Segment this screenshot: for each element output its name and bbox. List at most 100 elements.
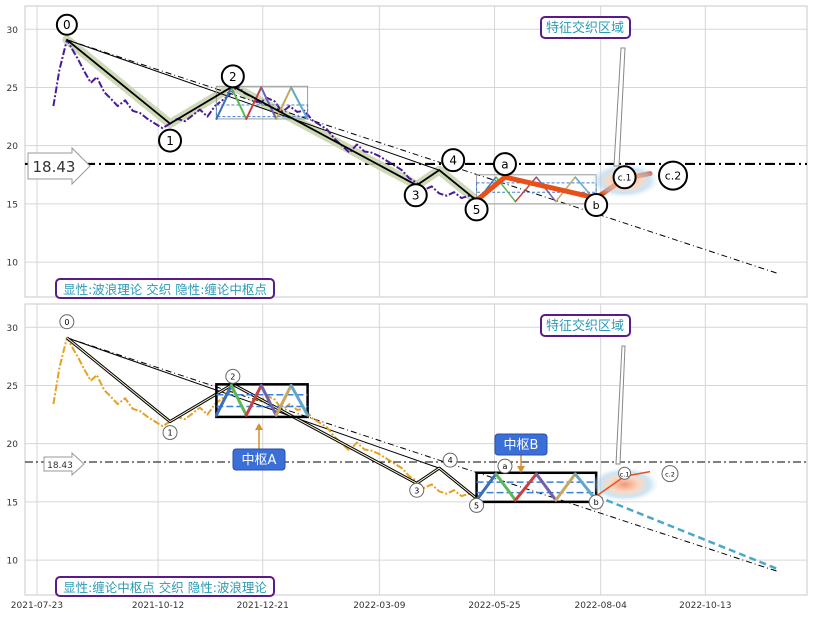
wave-point-label: 3 [412, 189, 420, 203]
wave-point-label: 4 [449, 154, 457, 168]
bottom-legend-box: 显性:缠论中枢点 交织 隐性:波浪理论 [55, 576, 275, 597]
wave-point-marker [497, 458, 513, 474]
y-tick-label: 20 [7, 142, 19, 152]
y-tick-label: 15 [7, 200, 18, 210]
pivot-a-pointer-head [255, 423, 263, 430]
wave-point-label: a [501, 158, 508, 172]
wave-point-marker [55, 13, 78, 36]
x-tick-label: 2021-10-12 [132, 601, 184, 611]
wave-point-label: c.2 [665, 170, 682, 183]
pivot-b-frame [494, 433, 548, 456]
trend-projection-line [66, 39, 779, 275]
wave-point-label: 0 [64, 318, 69, 327]
wave-point-label: c.1 [620, 470, 630, 478]
bottom-legend-text: 显性:缠论中枢点 交织 隐性:波浪理论 [63, 580, 267, 595]
pivot-b-text: 中枢B [504, 438, 539, 453]
pivot-zigzag-segment [494, 472, 517, 502]
wave-point-label: 5 [474, 501, 479, 510]
pivot-zigzag-segment [275, 86, 293, 120]
top-feature-label: 特征交织区域 [540, 16, 631, 39]
x-tick-label: 2022-08-04 [575, 601, 628, 611]
wave-point-marker [442, 452, 458, 468]
bottom-grid [25, 304, 807, 595]
pivot-box [215, 85, 309, 120]
pivot-zigzag-segment [214, 383, 233, 417]
pivot-zigzag-segment [230, 86, 248, 120]
top-legend-frame [55, 278, 275, 299]
pivot-zigzag-segment [229, 383, 248, 417]
bottom-feature-label: 特征交织区域 [540, 314, 631, 337]
bottom-chart-content: 0 1 2 3 4 5 a b c.1 c.2 [25, 314, 807, 573]
y-tick-label: 15 [7, 498, 18, 508]
wave-line-inner [66, 337, 477, 499]
pivot-zigzag-segment [274, 383, 293, 417]
wave-point-label: 1 [167, 429, 172, 438]
top-chart-content: 0 1 2 3 4 5 a b c.1 c.2 [25, 13, 807, 275]
wave-point-label: 0 [63, 18, 71, 32]
pivot-zigzag-segment [513, 472, 538, 502]
y-tick-label: 25 [7, 382, 18, 392]
feature-glow [590, 467, 659, 502]
trend-projection-line [66, 337, 779, 573]
price-series-line [52, 38, 478, 201]
y-tick-label: 10 [7, 259, 19, 269]
wave-point-marker [409, 482, 425, 498]
top-plot-area [24, 5, 808, 298]
x-tick-label: 2022-05-25 [468, 601, 520, 611]
bottom-plot-area [24, 303, 808, 596]
wave-point-marker [618, 466, 632, 480]
bottom-feature-text: 特征交织区域 [546, 318, 624, 334]
pivot-zigzag-segment [290, 86, 309, 120]
wave-point-label: b [594, 498, 599, 507]
bottom-level-marker: 18.43 [43, 451, 85, 477]
wave-point-label: 2 [229, 70, 237, 84]
pivot-zigzag-segment [535, 176, 557, 203]
wave-point-marker [220, 64, 245, 89]
wave-point-label: c.2 [665, 471, 675, 479]
pivot-zigzag-segment [554, 472, 577, 502]
wave-point-label: 4 [448, 456, 453, 465]
pivot-zigzag-segment [215, 86, 233, 120]
bottom-legend-frame [55, 576, 275, 597]
pivot-a-frame [232, 448, 286, 471]
pivot-zigzag-segment [475, 472, 498, 502]
x-tick-label: 2022-10-13 [679, 601, 731, 611]
pivot-b-pointer-head [517, 466, 525, 473]
wave-point-marker [162, 425, 178, 441]
wave-point-label: 2 [230, 372, 235, 381]
wave-point-marker [588, 494, 604, 510]
top-panel: 10 15 20 25 30 0 1 2 3 4 5 a b c.1 c.2 显性:波浪理论 交织 隐性:… [7, 5, 808, 299]
bottom-feature-frame [540, 314, 631, 337]
wave-point-marker [158, 128, 183, 153]
pivot-zigzag-segment [245, 86, 263, 120]
pivot-zigzag-segment [259, 383, 278, 417]
x-tick-label: 2022-03-09 [353, 601, 406, 611]
wave-point-label: c.1 [618, 174, 632, 184]
pivot-zigzag-segment [244, 383, 263, 417]
feature-pointer [615, 345, 626, 465]
x-tick-label: 2021-12-21 [237, 601, 289, 611]
wave-point-marker [492, 152, 517, 177]
wave-point-label: a [503, 462, 508, 471]
top-level-arrow-shape [27, 146, 91, 186]
wave-point-marker [59, 314, 75, 330]
top-level-marker: 18.43 [27, 146, 91, 186]
pivot-a-callout: 中枢A [232, 448, 286, 471]
wave-point-label: b [593, 199, 600, 212]
pivot-zigzag-segment [289, 383, 310, 417]
x-axis-ticks: 2021-07-23 2021-10-12 2021-12-21 2022-03-09… [11, 601, 732, 611]
top-level-text: 18.43 [33, 158, 76, 176]
wave-point-marker [658, 160, 689, 191]
y-tick-label: 25 [7, 84, 18, 94]
bottom-y-ticks: 10 15 20 25 30 [7, 324, 19, 567]
wave-line [66, 39, 478, 202]
price-series-line [52, 336, 478, 499]
wave-point-marker [464, 197, 489, 222]
wave-point-marker [612, 165, 637, 190]
wave-point-marker [584, 193, 609, 218]
top-y-ticks: 10 15 20 25 30 [7, 26, 19, 269]
y-tick-label: 10 [7, 557, 19, 567]
top-feature-frame [540, 16, 631, 39]
bottom-level-text: 18.43 [47, 461, 73, 471]
